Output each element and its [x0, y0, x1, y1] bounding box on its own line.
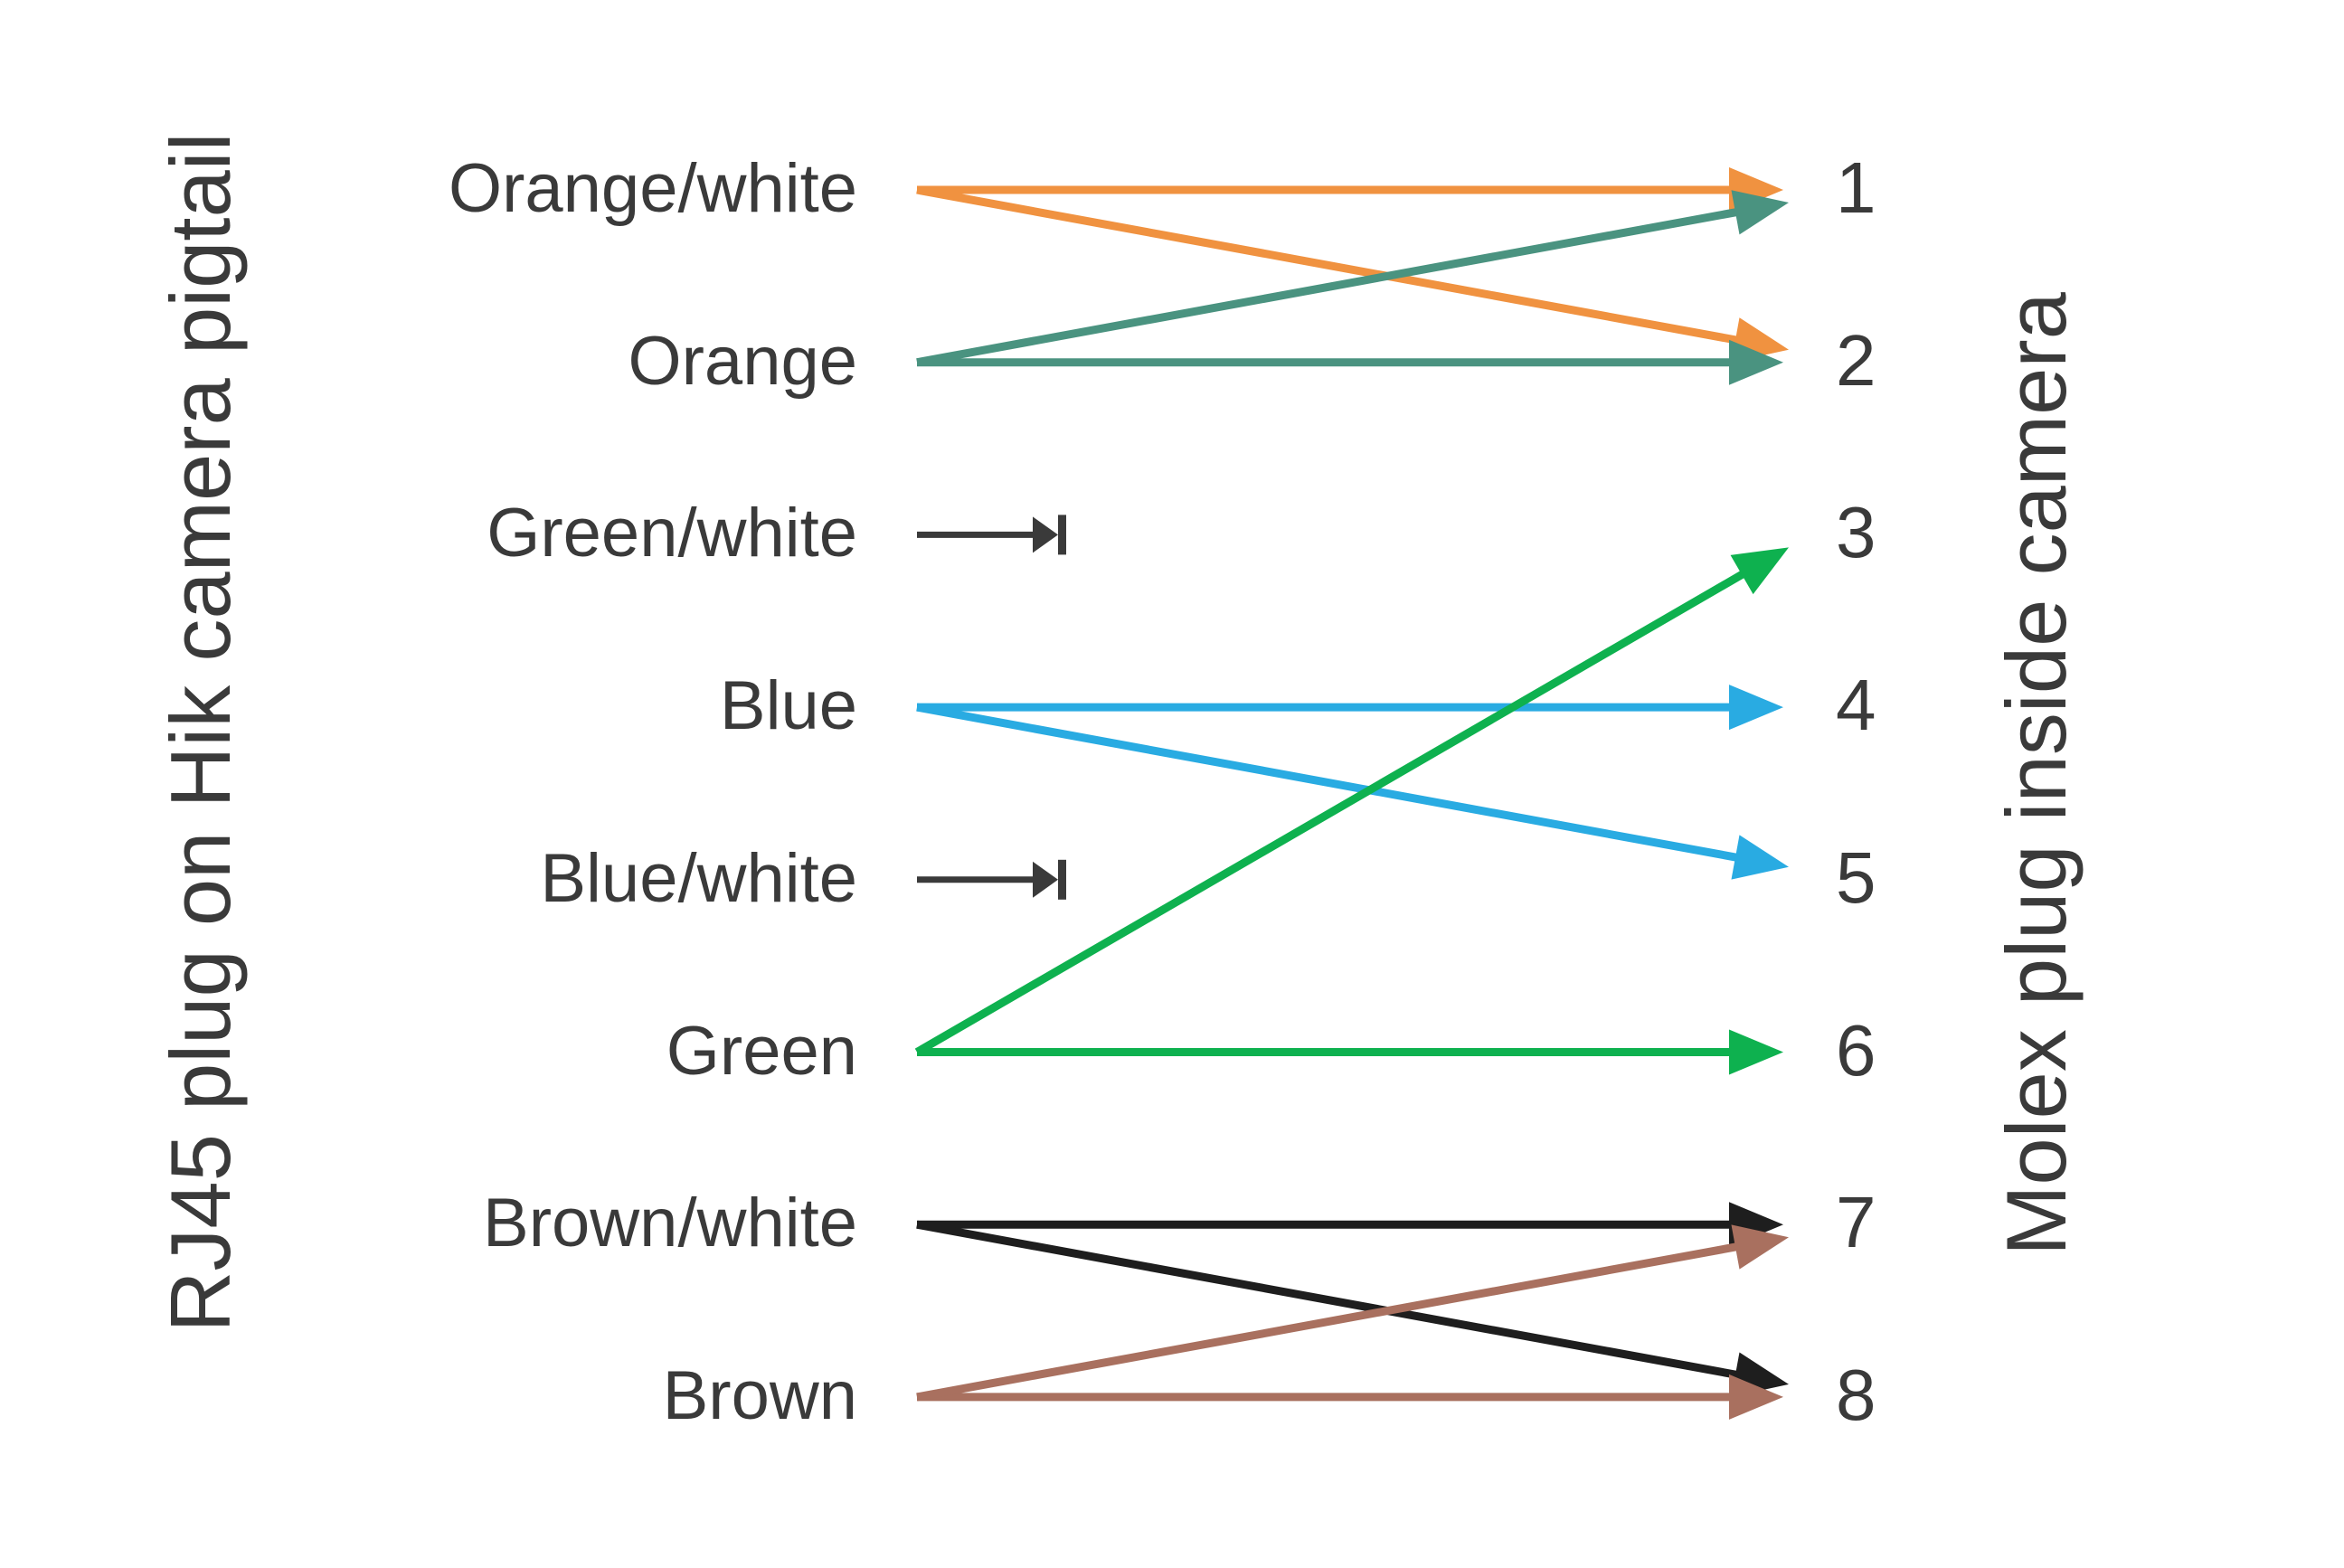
wire-label-blue-white: Blue/white	[540, 839, 857, 917]
pin-number-5: 5	[1836, 836, 1876, 918]
arrow-brown-white-to-8-line	[916, 1220, 1745, 1381]
arrow-blue-to-5-line	[916, 703, 1745, 864]
wire-label-blue: Blue	[719, 666, 857, 744]
arrow-green-to-3-head	[1730, 547, 1789, 595]
arrow-blue-white-stub-head	[1033, 861, 1058, 898]
pin-number-3: 3	[1836, 492, 1876, 573]
pin-number-8: 8	[1836, 1355, 1876, 1436]
arrow-orange-to-1-head	[1731, 190, 1789, 235]
arrow-orange-white-to-2-line	[916, 185, 1745, 346]
arrow-orange-to-2-head	[1729, 339, 1783, 385]
wire-label-orange: Orange	[628, 322, 858, 400]
arrow-green-white-end-bar	[1058, 515, 1066, 555]
arrow-brown-to-7-line	[916, 1241, 1745, 1402]
wire-label-green: Green	[666, 1012, 857, 1090]
pin-number-6: 6	[1836, 1009, 1876, 1091]
arrow-green-white-stub-head	[1033, 516, 1058, 553]
arrow-blue-to-5-head	[1731, 835, 1789, 880]
pin-number-1: 1	[1836, 147, 1876, 229]
arrow-brown-to-8-head	[1729, 1374, 1783, 1420]
arrow-brown-to-7-head	[1731, 1224, 1789, 1270]
arrow-blue-white-end-bar	[1058, 859, 1066, 900]
pin-number-7: 7	[1836, 1182, 1876, 1263]
arrow-green-to-6-head	[1729, 1029, 1783, 1075]
arrow-blue-to-4-head	[1729, 685, 1783, 731]
wire-label-orange-white: Orange/white	[448, 149, 857, 227]
wire-label-brown: Brown	[662, 1356, 857, 1434]
pin-number-4: 4	[1836, 665, 1876, 746]
arrow-green-to-3-line	[914, 566, 1752, 1056]
wire-label-brown-white: Brown/white	[483, 1184, 857, 1261]
pin-number-2: 2	[1836, 319, 1876, 401]
arrow-orange-to-1-line	[916, 206, 1745, 367]
wire-label-green-white: Green/white	[487, 495, 857, 572]
